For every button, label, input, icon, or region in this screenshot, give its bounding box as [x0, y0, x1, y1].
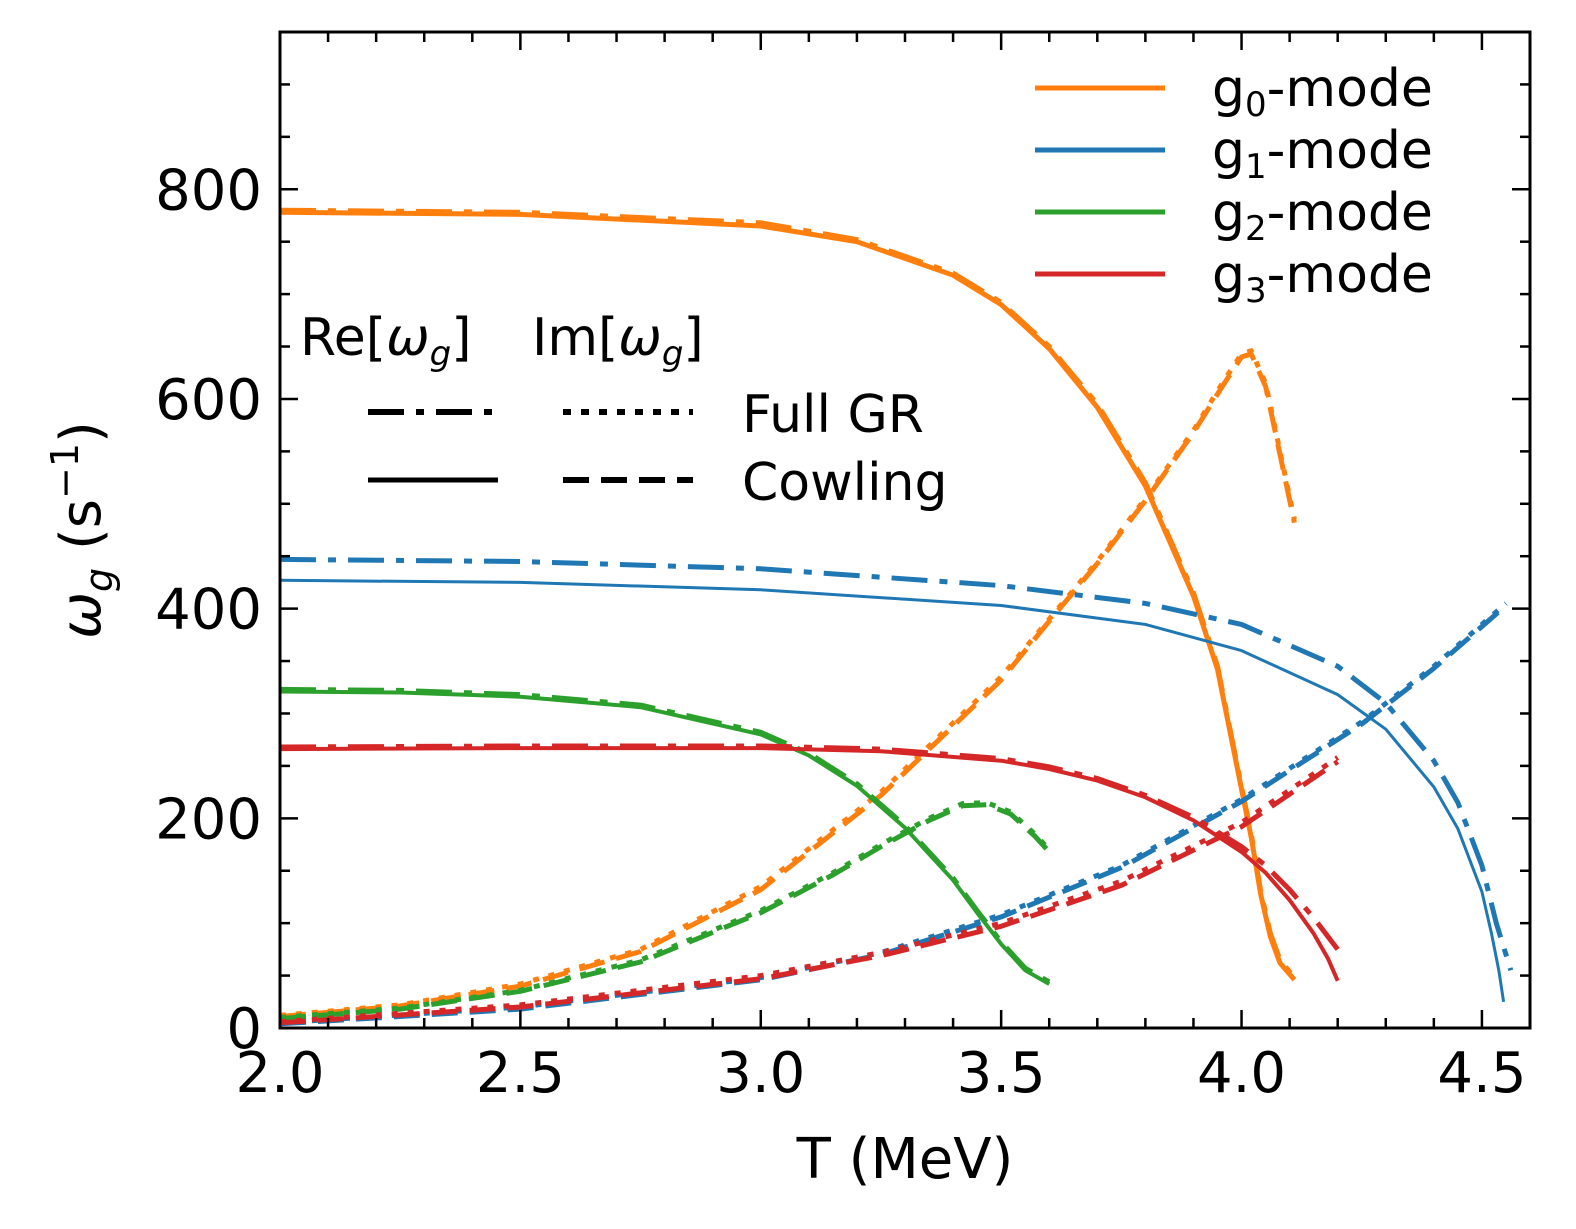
y-tick-label: 600: [155, 368, 262, 433]
legend-label-full-gr: Full GR: [742, 385, 924, 445]
series-g3-re-cowling: [280, 746, 1340, 982]
y-tick-label: 0: [226, 997, 262, 1062]
y-tick-label: 800: [155, 158, 262, 223]
legend-label-g3: g3-mode: [1212, 245, 1433, 311]
legend-label-g1: g1-mode: [1212, 121, 1433, 187]
y-axis-label-subscript: g: [77, 568, 121, 592]
series-g3-im-cowling: [280, 759, 1340, 1026]
series-g2-im-cowling: [280, 802, 1052, 1022]
legend-entry-g1: g1-mode: [1035, 121, 1433, 187]
x-tick-label: 3.5: [957, 1041, 1046, 1106]
legend-entry-g3: g3-mode: [1035, 245, 1433, 311]
y-tick-label: 400: [155, 578, 262, 643]
legend-label-cowling: Cowling: [742, 453, 948, 513]
x-tick-label: 4.5: [1437, 1041, 1526, 1106]
series-g1-re-cowling: [280, 578, 1506, 1003]
series-g0-re-full-gr: [280, 207, 1297, 980]
series-g0-im-cowling: [280, 351, 1297, 1019]
y-axis-label: ωg (s−1): [43, 421, 121, 639]
series-g0-im-full-gr: [280, 348, 1297, 1018]
x-axis-label: T (MeV): [796, 1127, 1014, 1192]
y-axis-label-unit-pre: (s: [49, 499, 114, 568]
y-axis-label-symbol: ω: [49, 592, 114, 639]
legend-entry-g0: g0-mode: [1035, 59, 1433, 125]
x-tick-label: 2.5: [476, 1041, 565, 1106]
legend-label-g2: g2-mode: [1212, 183, 1433, 249]
legend-header-re: Re[ωg]: [300, 308, 472, 374]
legend-label-g0: g0-mode: [1212, 59, 1433, 125]
legend-modes: g0-mode g1-mode g2-mode g3-mode: [1035, 59, 1433, 311]
series-layer: [280, 207, 1514, 1027]
x-tick-label: 2.0: [235, 1041, 324, 1106]
series-g0-re-cowling: [280, 209, 1297, 982]
legend-styles: Re[ωg] Im[ωg] Full GR Cowling: [300, 308, 948, 513]
x-tick-labels: 2.0 2.5 3.0 3.5 4.0 4.5: [235, 1041, 1526, 1106]
x-tick-label: 3.0: [716, 1041, 805, 1106]
y-tick-label: 200: [155, 787, 262, 852]
y-tick-labels: 0 200 400 600 800: [155, 158, 262, 1062]
series-g1-re-full-gr: [280, 556, 1514, 972]
plot-frame: [278, 30, 1532, 1030]
ticks-layer: [278, 30, 1532, 1030]
x-tick-label: 4.0: [1197, 1041, 1286, 1106]
legend-header-im: Im[ωg]: [532, 308, 704, 374]
y-axis-label-unit-post: ): [49, 421, 114, 443]
y-axis-label-unit-exp: −1: [43, 443, 87, 499]
series-g2-re-cowling: [280, 689, 1051, 986]
legend-entry-g2: g2-mode: [1035, 183, 1433, 249]
